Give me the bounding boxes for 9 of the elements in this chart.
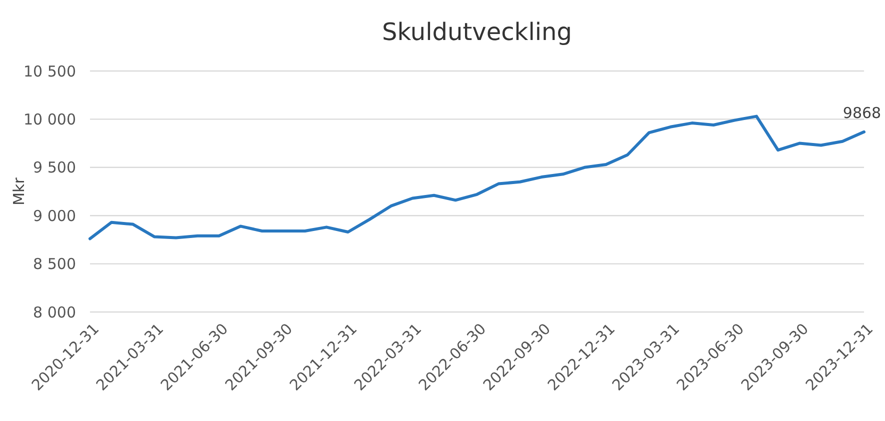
- y-tick-label: 9 000: [33, 206, 76, 225]
- y-tick-label: 9 500: [33, 158, 76, 177]
- y-tick-label: 8 500: [33, 255, 76, 274]
- y-tick-label: 8 000: [33, 303, 76, 322]
- y-tick-label: 10 000: [24, 110, 76, 128]
- data-label: 9868: [842, 104, 882, 122]
- y-axis-title: Mkr: [10, 176, 28, 206]
- chart-title: Skuldutveckling: [382, 18, 572, 46]
- y-tick-label: 10 500: [24, 62, 76, 80]
